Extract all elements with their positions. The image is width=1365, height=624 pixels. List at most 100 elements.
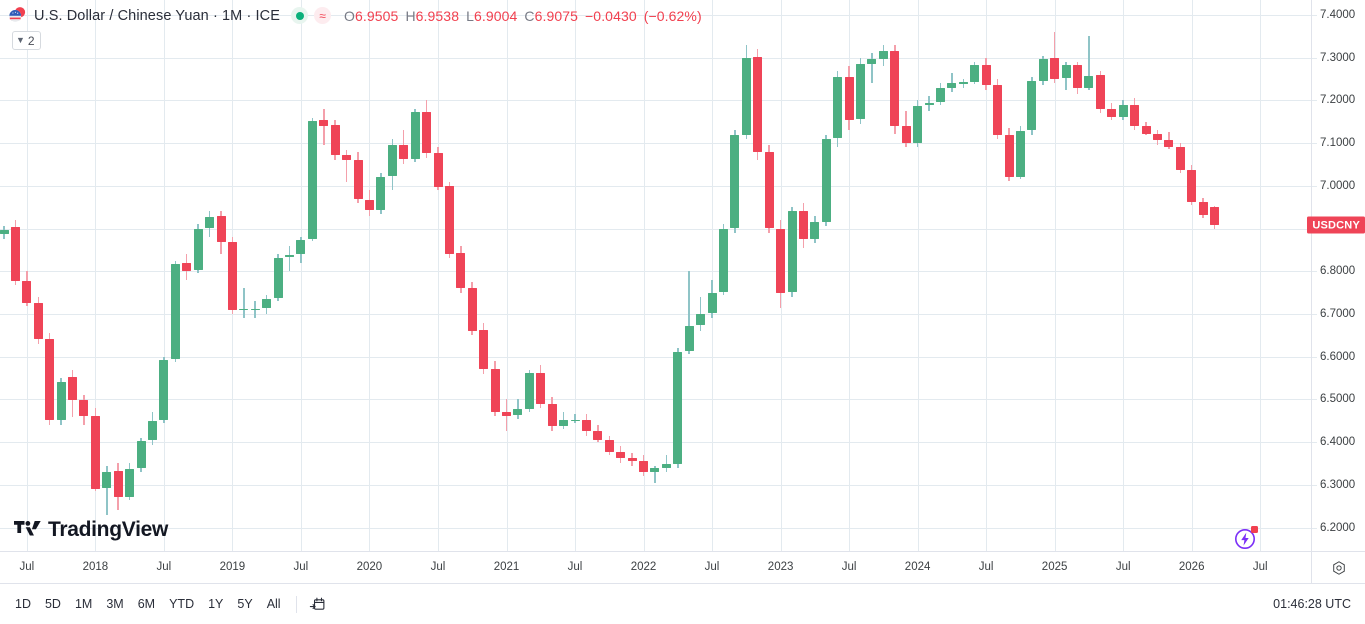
candle-body xyxy=(821,138,831,222)
price-tick-mark xyxy=(1312,143,1317,145)
price-tick-label: 7.1000 xyxy=(1320,137,1356,150)
candle-wick xyxy=(665,454,668,472)
price-tick-label: 7.2000 xyxy=(1320,94,1356,107)
range-button-1d[interactable]: 1D xyxy=(8,594,38,615)
price-tick-label: 7.3000 xyxy=(1320,51,1356,64)
candle-body xyxy=(1050,57,1060,80)
candle-body xyxy=(227,242,237,311)
delayed-data-icon[interactable]: ≈ xyxy=(314,7,332,24)
range-button-ytd[interactable]: YTD xyxy=(162,594,201,615)
candle-body xyxy=(1164,139,1174,148)
candle-body xyxy=(559,419,569,426)
price-tick-label: 6.3000 xyxy=(1320,478,1356,491)
grid-line-vertical xyxy=(1123,0,1125,551)
range-button-1y[interactable]: 1Y xyxy=(201,594,230,615)
grid-line-horizontal xyxy=(0,484,1311,486)
candle-body xyxy=(1084,75,1094,88)
ohlc-close: C6.9075 xyxy=(524,7,579,24)
bottom-toolbar: 1D 5D 1M 3M 6M YTD 1Y 5Y All 01:46:28 UTC xyxy=(0,583,1365,624)
candle-body xyxy=(1175,147,1185,170)
candle-body xyxy=(45,339,55,420)
range-button-6m[interactable]: 6M xyxy=(131,594,162,615)
range-button-all[interactable]: All xyxy=(260,594,288,615)
time-tick-label: Jul xyxy=(19,561,35,573)
chevron-down-icon: ▼ xyxy=(16,35,25,45)
candle-wick xyxy=(688,271,690,355)
time-tick-label: 2022 xyxy=(630,561,657,573)
tradingview-wordmark: TradingView xyxy=(48,518,169,541)
chart-pane[interactable] xyxy=(0,0,1311,551)
candle-body xyxy=(1061,65,1071,79)
grid-line-vertical xyxy=(643,0,645,551)
toolbar-divider xyxy=(295,595,297,613)
time-axis[interactable]: Jul 2018 Jul 2019 Jul 2020 Jul 2021 Jul 2022 Jul 20… xyxy=(0,551,1311,583)
candle-wick xyxy=(345,149,348,182)
range-button-5d[interactable]: 5D xyxy=(38,594,68,615)
candle-body xyxy=(616,451,626,459)
alert-notification-dot xyxy=(1251,526,1258,533)
candle-body xyxy=(1118,104,1128,117)
candle-body xyxy=(878,51,888,59)
candle-body xyxy=(262,298,272,309)
symbol-title[interactable]: U.S. Dollar / Chinese Yuan · 1M · ICE xyxy=(34,7,281,24)
candle-body xyxy=(433,152,443,187)
candle-wick xyxy=(574,414,576,423)
candle-body xyxy=(33,302,43,340)
candle-body xyxy=(102,472,112,489)
candle-body xyxy=(604,439,614,452)
grid-line-horizontal xyxy=(0,57,1311,59)
time-tick-label: 2020 xyxy=(356,561,383,573)
candle-body xyxy=(593,431,603,440)
time-tick-label: Jul xyxy=(704,561,720,573)
ohlc-high: H6.9538 xyxy=(405,7,460,24)
grid-line-vertical xyxy=(95,0,97,551)
tradingview-logo: TradingView xyxy=(14,518,168,542)
range-button-3m[interactable]: 3M xyxy=(99,594,130,615)
time-tick-label: 2021 xyxy=(493,561,520,573)
time-tick-label: Jul xyxy=(156,561,172,573)
candle-body xyxy=(56,382,66,420)
grid-line-horizontal xyxy=(0,100,1311,102)
goto-date-button[interactable] xyxy=(305,592,331,616)
lightning-alert-icon[interactable] xyxy=(1233,526,1258,551)
symbol-legend[interactable]: U.S. Dollar / Chinese Yuan · 1M · ICE ≈ … xyxy=(8,6,709,25)
candle-body xyxy=(193,228,203,271)
price-tick-label: 6.4000 xyxy=(1320,436,1356,449)
ohlc-change: −0.0430 xyxy=(585,7,637,24)
time-tick-label: Jul xyxy=(1252,561,1268,573)
candle-body xyxy=(1152,133,1162,140)
price-axis[interactable]: 7.40007.30007.20007.10007.00006.90006.80… xyxy=(1307,0,1365,551)
grid-line-horizontal xyxy=(0,313,1311,315)
candle-body xyxy=(479,330,489,370)
candle-body xyxy=(673,352,683,465)
candle-body xyxy=(330,125,340,155)
market-open-dot-icon[interactable] xyxy=(291,7,309,24)
candle-body xyxy=(1130,104,1140,126)
candle-wick xyxy=(1088,36,1090,90)
candle-body xyxy=(787,211,797,292)
price-tick-mark xyxy=(1312,100,1317,102)
candle-body xyxy=(627,458,637,461)
candle-body xyxy=(285,255,294,257)
candle-body xyxy=(364,199,374,210)
layout-count-badge[interactable]: ▼ 2 xyxy=(12,31,41,50)
range-button-5y[interactable]: 5Y xyxy=(230,594,259,615)
grid-line-horizontal xyxy=(0,14,1311,16)
current-price-badge[interactable]: USDCNY xyxy=(1307,216,1365,234)
price-tick-mark xyxy=(1312,57,1317,59)
candle-body xyxy=(536,372,546,404)
candle-body xyxy=(856,64,865,120)
candle-body xyxy=(844,76,854,120)
candle-body xyxy=(68,376,77,401)
price-tick-mark xyxy=(1312,271,1317,273)
reset-chart-button[interactable] xyxy=(1311,551,1365,583)
candle-body xyxy=(125,468,135,497)
candle-body xyxy=(810,222,820,239)
candle-body xyxy=(444,185,454,255)
candle-body xyxy=(798,210,808,240)
grid-line-horizontal xyxy=(0,271,1311,273)
candle-body xyxy=(1095,74,1105,109)
range-button-1m[interactable]: 1M xyxy=(68,594,99,615)
ohlc-values: O6.9505 H6.9538 L6.9004 C6.9075 −0.0430 (−0.6… xyxy=(344,8,709,24)
ohlc-low: L6.9004 xyxy=(466,7,518,24)
